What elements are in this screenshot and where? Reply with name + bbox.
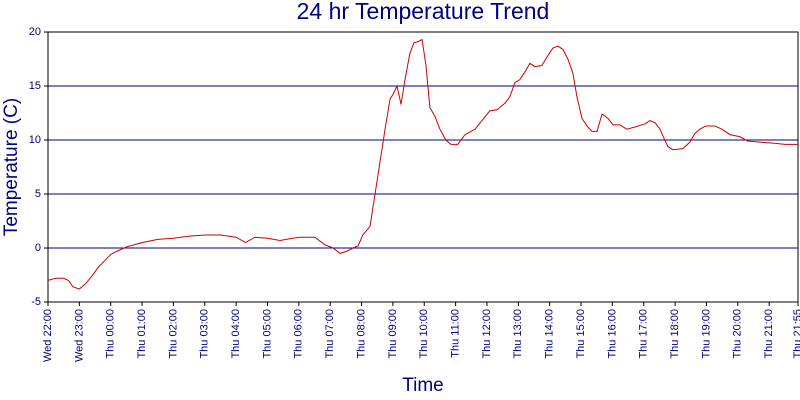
x-tick-label: Thu 05:00: [261, 309, 273, 359]
x-tick-label: Thu 09:00: [387, 309, 399, 359]
x-tick-label: Thu 08:00: [355, 309, 367, 359]
y-tick-label: -5: [31, 296, 41, 308]
y-tick-label: 15: [29, 80, 41, 92]
x-tick-label: Thu 18:00: [669, 309, 681, 359]
x-tick-label: Thu 00:00: [105, 309, 117, 359]
x-tick-label: Thu 15:00: [575, 309, 587, 359]
x-tick-label: Thu 07:00: [324, 309, 336, 359]
x-tick-label: Thu 10:00: [418, 309, 430, 359]
chart-title: 24 hr Temperature Trend: [297, 0, 550, 24]
y-axis-label: Temperature (C): [1, 98, 22, 236]
x-tick-label: Thu 06:00: [293, 309, 305, 359]
x-tick-label: Thu 17:00: [638, 309, 650, 359]
x-tick-label: Thu 03:00: [199, 309, 211, 359]
x-tick-label: Thu 14:00: [544, 309, 556, 359]
x-axis-label: Time: [402, 375, 444, 396]
line: [47, 38, 798, 290]
y-tick-label: 10: [29, 134, 41, 146]
x-tick-label: Thu 16:00: [606, 309, 618, 359]
x-tick-label: Thu 02:00: [167, 309, 179, 359]
y-tick-label: 0: [35, 242, 41, 254]
y-tick-label: 5: [35, 188, 41, 200]
x-tick-label: Thu 11:00: [450, 309, 462, 358]
x-tick-label: Thu 13:00: [512, 309, 524, 359]
x-tick-label: Thu 20:00: [732, 309, 744, 359]
x-tick-label: Thu 19:00: [700, 309, 712, 359]
x-tick-label: Thu 21:00: [763, 309, 775, 359]
x-tick-label: Thu 21:55: [792, 309, 800, 359]
x-tick-label: Wed 22:00: [42, 309, 54, 362]
x-tick-label: Wed 23:00: [73, 309, 85, 362]
plot-frame: [47, 31, 799, 303]
x-tick-label: Thu 04:00: [230, 309, 242, 359]
x-tick-label: Thu 12:00: [481, 309, 493, 359]
x-tick-label: Thu 01:00: [136, 309, 148, 359]
y-tick-label: 20: [29, 26, 41, 38]
